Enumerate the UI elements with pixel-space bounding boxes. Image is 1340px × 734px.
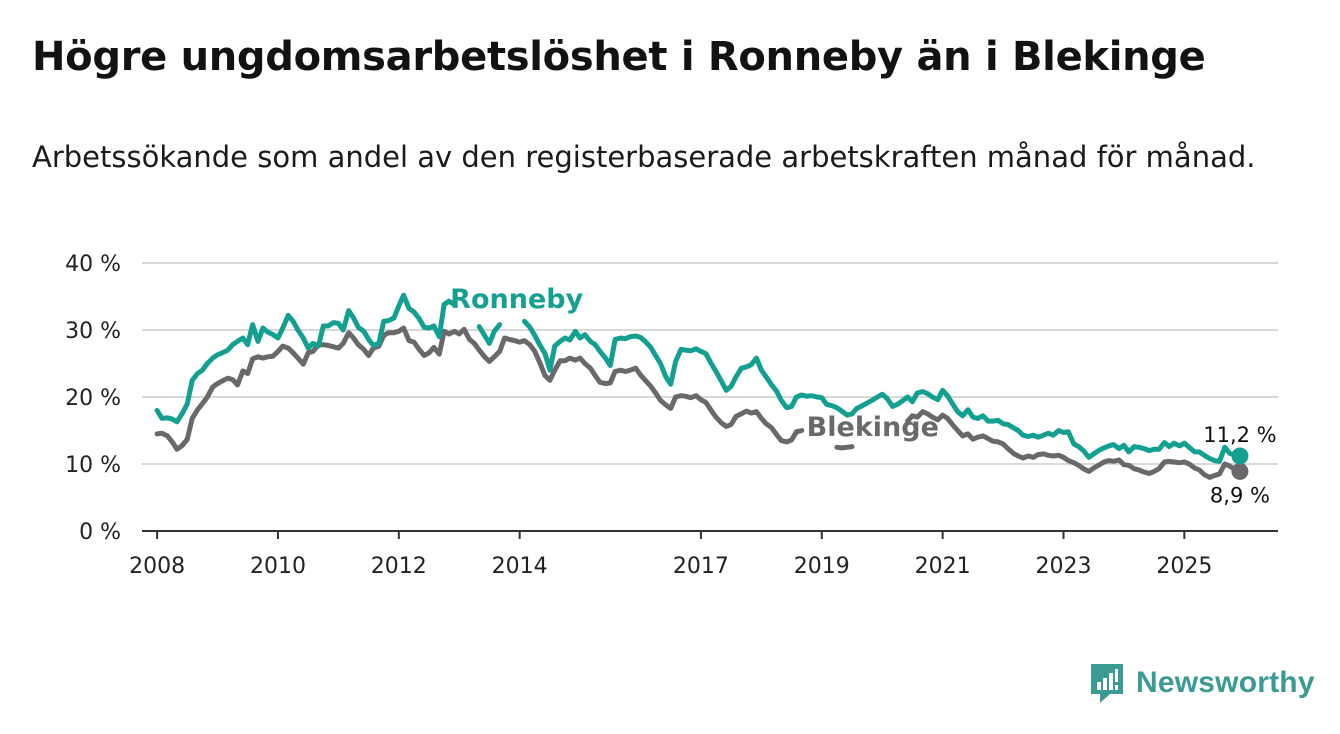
newsworthy-logo-text: Newsworthy [1136,666,1315,699]
end-marker-blekinge [1231,462,1249,480]
y-tick-label-30: 30 % [65,319,121,344]
x-tick-label-2019: 2019 [794,554,850,579]
x-tick-label-2008: 2008 [129,554,185,579]
series-label-blekinge: Blekinge [807,412,939,443]
x-tick-label-2017: 2017 [673,554,729,579]
x-tick-label-2025: 2025 [1156,554,1212,579]
series-lines [154,292,1249,480]
y-axis-ticks: 0 % 10 % 20 % 30 % 40 % [65,252,121,545]
end-marker-ronneby [1231,447,1249,465]
newsworthy-logo-icon [1091,664,1123,703]
series-labels: Ronneby Blekinge 11,2 % 8,9 % [450,284,1276,507]
y-tick-label-20: 20 % [65,386,121,411]
y-tick-label-0: 0 % [79,520,121,545]
x-tick-label-2012: 2012 [371,554,427,579]
x-tick-label-2010: 2010 [250,554,306,579]
end-value-label-blekinge: 8,9 % [1210,483,1270,507]
chart-title: Högre ungdomsarbetslöshet i Ronneby än i… [32,34,1206,80]
end-value-label-ronneby: 11,2 % [1203,423,1276,447]
y-tick-label-40: 40 % [65,252,121,277]
newsworthy-logo: Newsworthy [1088,660,1315,706]
x-tick-label-2021: 2021 [915,554,971,579]
x-tick-label-2014: 2014 [492,554,548,579]
x-axis-ticks: 2008 2010 2012 2014 2017 2019 2021 2023 2025 [129,531,1212,579]
grid-lines [142,262,1278,465]
series-line-blekinge [154,325,1243,480]
series-label-ronneby: Ronneby [450,284,583,315]
series-line-ronneby [154,292,1243,464]
x-tick-label-2023: 2023 [1035,554,1091,579]
chart-subtitle: Arbetssökande som andel av den registerb… [32,140,1256,174]
y-tick-label-10: 10 % [65,453,121,478]
